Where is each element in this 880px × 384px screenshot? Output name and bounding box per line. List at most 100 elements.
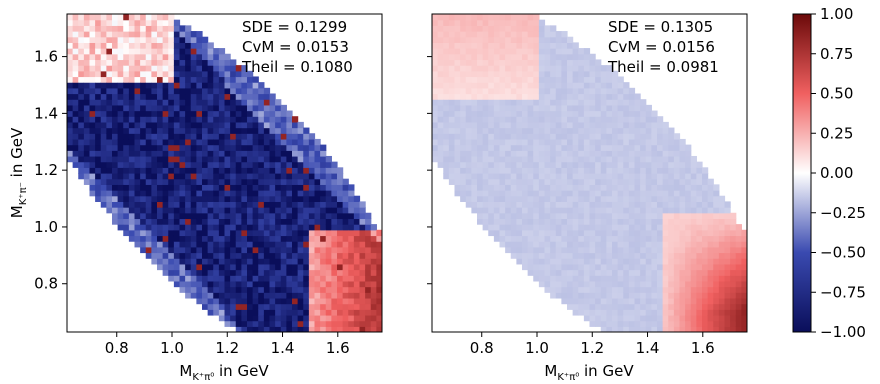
heatmap-cell bbox=[690, 195, 697, 202]
heatmap-cell bbox=[145, 155, 152, 163]
heatmap-cell bbox=[370, 320, 377, 327]
heatmap-cell bbox=[471, 110, 478, 117]
heatmap-cell bbox=[572, 275, 579, 282]
heatmap-cell bbox=[679, 303, 686, 310]
heatmap-cell bbox=[623, 190, 630, 197]
heatmap-cell bbox=[252, 190, 259, 197]
heatmap-cell bbox=[83, 155, 91, 163]
heatmap-cell bbox=[668, 235, 675, 242]
heatmap-cell bbox=[106, 133, 113, 140]
heatmap-cell bbox=[538, 178, 546, 185]
heatmap-cell bbox=[252, 116, 259, 123]
heatmap-cell bbox=[651, 269, 658, 276]
heatmap-cell bbox=[145, 36, 152, 43]
heatmap-cell bbox=[117, 42, 124, 49]
heatmap-cell bbox=[173, 263, 181, 271]
heatmap-cell bbox=[95, 195, 102, 202]
heatmap-cell bbox=[235, 309, 242, 316]
heatmap-cell bbox=[550, 246, 557, 254]
heatmap-cell bbox=[173, 53, 181, 61]
heatmap-cell bbox=[286, 150, 293, 157]
heatmap-cell bbox=[572, 241, 579, 248]
heatmap-cell bbox=[617, 161, 624, 168]
heatmap-cell bbox=[314, 297, 321, 305]
heatmap-cell bbox=[241, 144, 248, 151]
heatmap-cell bbox=[448, 76, 456, 83]
heatmap-cell bbox=[454, 190, 461, 197]
heatmap-cell bbox=[477, 53, 484, 61]
heatmap-cell bbox=[325, 167, 332, 174]
heatmap-cell bbox=[628, 110, 636, 117]
heatmap-cell bbox=[718, 303, 726, 310]
heatmap-cell bbox=[365, 246, 372, 254]
heatmap-cell bbox=[612, 275, 619, 282]
heatmap-cell bbox=[679, 218, 686, 225]
heatmap-cell bbox=[213, 292, 220, 299]
heatmap-cell bbox=[207, 297, 214, 305]
heatmap-cell bbox=[679, 258, 686, 265]
heatmap-cell bbox=[668, 229, 675, 237]
heatmap-cell bbox=[168, 138, 175, 146]
heatmap-cell bbox=[561, 144, 568, 151]
heatmap-cell bbox=[673, 144, 681, 151]
heatmap-cell bbox=[185, 167, 192, 174]
heatmap-cell bbox=[157, 87, 164, 95]
heatmap-cell bbox=[258, 326, 265, 332]
heatmap-cell bbox=[702, 280, 709, 288]
heatmap-cell bbox=[533, 178, 540, 185]
heatmap-cell bbox=[185, 150, 192, 157]
heatmap-cell bbox=[117, 133, 124, 140]
heatmap-cell bbox=[196, 229, 203, 237]
heatmap-cell bbox=[432, 93, 439, 100]
heatmap-cell bbox=[179, 201, 186, 208]
heatmap-cell bbox=[612, 258, 619, 265]
heatmap-cell bbox=[634, 326, 641, 332]
heatmap-cell bbox=[437, 76, 444, 83]
x-tick-label: 1.0 bbox=[160, 339, 184, 357]
heatmap-cell bbox=[707, 207, 714, 214]
heatmap-cell bbox=[83, 87, 91, 95]
heatmap-cell bbox=[544, 99, 551, 106]
heatmap-cell bbox=[612, 178, 619, 185]
heatmap-cell bbox=[510, 195, 517, 202]
heatmap-cell bbox=[128, 48, 136, 55]
heatmap-cell bbox=[337, 275, 344, 282]
heatmap-cell bbox=[151, 241, 158, 248]
heatmap-cell bbox=[634, 275, 641, 282]
heatmap-cell bbox=[78, 25, 85, 32]
heatmap-cell bbox=[572, 99, 579, 106]
heatmap-cell bbox=[168, 263, 175, 271]
heatmap-cell bbox=[589, 241, 596, 248]
heatmap-cell bbox=[561, 42, 568, 49]
heatmap-cell bbox=[634, 207, 641, 214]
heatmap-cell bbox=[460, 127, 467, 134]
heatmap-cell bbox=[359, 320, 366, 327]
heatmap-cell bbox=[224, 116, 231, 123]
heatmap-cell bbox=[353, 263, 361, 271]
heatmap-cell bbox=[617, 76, 624, 83]
heatmap-cell bbox=[213, 70, 220, 78]
heatmap-cell bbox=[685, 280, 692, 288]
heatmap-cell bbox=[510, 110, 517, 117]
heatmap-cell bbox=[185, 269, 192, 276]
heatmap-cell bbox=[286, 173, 293, 180]
heatmap-cell bbox=[280, 195, 287, 202]
heatmap-cell bbox=[168, 36, 175, 43]
heatmap-cell bbox=[718, 195, 726, 202]
heatmap-cell bbox=[269, 104, 276, 112]
heatmap-cell bbox=[572, 87, 579, 95]
heatmap-cell bbox=[454, 14, 461, 21]
heatmap-cell bbox=[617, 224, 624, 231]
heatmap-cell bbox=[640, 155, 647, 163]
heatmap-cell bbox=[516, 76, 523, 83]
heatmap-cell bbox=[275, 241, 282, 248]
heatmap-cell bbox=[230, 269, 237, 276]
heatmap-cell bbox=[583, 70, 591, 78]
heatmap-cell bbox=[168, 48, 175, 55]
heatmap-cell bbox=[516, 155, 523, 163]
heatmap-cell bbox=[230, 110, 237, 117]
heatmap-cell bbox=[235, 280, 242, 288]
heatmap-cell bbox=[623, 87, 630, 95]
heatmap-cell bbox=[516, 53, 523, 61]
heatmap-cell bbox=[365, 212, 372, 220]
